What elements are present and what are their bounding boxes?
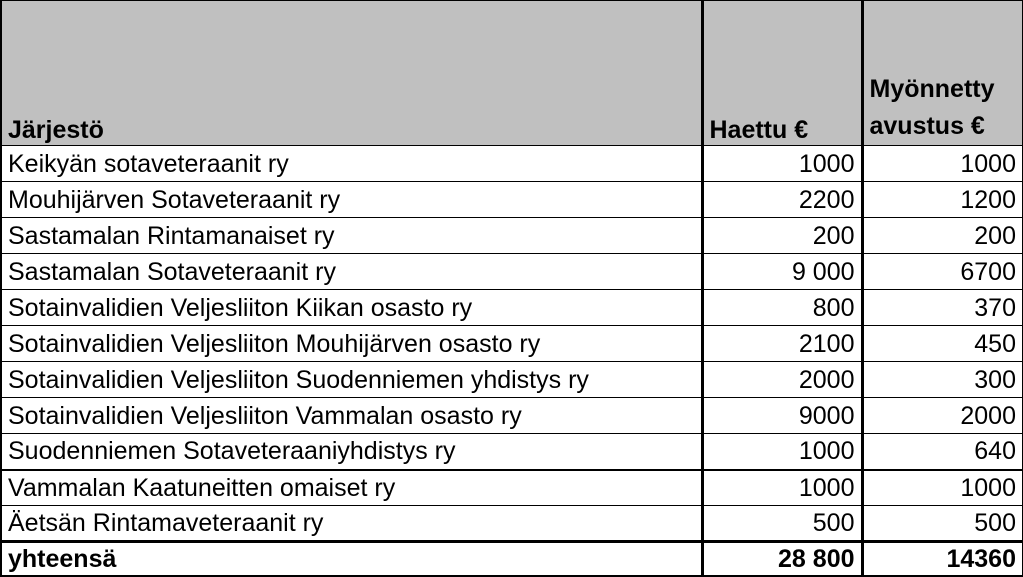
header-row: Järjestö Haettu € Myönnetty avustus € [0, 0, 1023, 146]
cell-granted[interactable]: 1000 [860, 145, 1023, 182]
cell-applied[interactable]: 1000 [701, 433, 863, 470]
cell-organization[interactable]: Sotainvalidien Veljesliiton Kiikan osast… [0, 289, 704, 326]
cell-applied[interactable]: 9000 [701, 397, 863, 434]
table-row: Mouhijärven Sotaveteraanit ry 2200 1200 [0, 181, 1023, 218]
cell-organization[interactable]: Sotainvalidien Veljesliiton Mouhijärven … [0, 325, 704, 362]
table-row: Sotainvalidien Veljesliiton Mouhijärven … [0, 325, 1023, 362]
table-row: Sastamalan Sotaveteraanit ry 9 000 6700 [0, 253, 1023, 290]
cell-granted[interactable]: 2000 [860, 397, 1023, 434]
cell-granted[interactable]: 6700 [860, 253, 1023, 290]
table-row: Sotainvalidien Veljesliiton Suodenniemen… [0, 361, 1023, 398]
table-row: Sastamalan Rintamanaiset ry 200 200 [0, 217, 1023, 254]
cell-applied[interactable]: 9 000 [701, 253, 863, 290]
cell-organization[interactable]: Sastamalan Sotaveteraanit ry [0, 253, 704, 290]
cell-granted[interactable]: 450 [860, 325, 1023, 362]
header-organization[interactable]: Järjestö [0, 0, 704, 146]
cell-organization[interactable]: Suodenniemen Sotaveteraaniyhdistys ry [0, 433, 704, 470]
table-row: Vammalan Kaatuneitten omaiset ry 1000 10… [0, 468, 1023, 506]
total-row: yhteensä 28 800 14360 [0, 540, 1023, 577]
cell-organization[interactable]: Mouhijärven Sotaveteraanit ry [0, 181, 704, 218]
table-row: Keikyän sotaveteraanit ry 1000 1000 [0, 145, 1023, 182]
cell-granted[interactable]: 200 [860, 217, 1023, 254]
cell-granted[interactable]: 1200 [860, 181, 1023, 218]
header-granted[interactable]: Myönnetty avustus € [860, 0, 1023, 146]
cell-organization[interactable]: Sotainvalidien Veljesliiton Suodenniemen… [0, 361, 704, 398]
cell-granted[interactable]: 1000 [860, 468, 1023, 506]
table-row: Sotainvalidien Veljesliiton Kiikan osast… [0, 289, 1023, 326]
table-row: Äetsän Rintamaveteraanit ry 500 500 [0, 505, 1023, 542]
cell-applied[interactable]: 2200 [701, 181, 863, 218]
table-row: Sotainvalidien Veljesliiton Vammalan osa… [0, 397, 1023, 434]
cell-granted[interactable]: 640 [860, 433, 1023, 470]
cell-granted[interactable]: 300 [860, 361, 1023, 398]
cell-applied[interactable]: 200 [701, 217, 863, 254]
cell-organization[interactable]: Sastamalan Rintamanaiset ry [0, 217, 704, 254]
total-applied[interactable]: 28 800 [701, 540, 863, 577]
total-granted[interactable]: 14360 [860, 540, 1023, 577]
cell-granted[interactable]: 500 [860, 505, 1023, 542]
cell-organization[interactable]: Vammalan Kaatuneitten omaiset ry [0, 468, 704, 506]
cell-granted[interactable]: 370 [860, 289, 1023, 326]
cell-applied[interactable]: 2000 [701, 361, 863, 398]
cell-applied[interactable]: 800 [701, 289, 863, 326]
header-applied[interactable]: Haettu € [701, 0, 863, 146]
cell-organization[interactable]: Keikyän sotaveteraanit ry [0, 145, 704, 182]
cell-applied[interactable]: 1000 [701, 145, 863, 182]
cell-organization[interactable]: Äetsän Rintamaveteraanit ry [0, 505, 704, 542]
total-label[interactable]: yhteensä [0, 540, 704, 577]
cell-applied[interactable]: 500 [701, 505, 863, 542]
table-row: Suodenniemen Sotaveteraaniyhdistys ry 10… [0, 433, 1023, 470]
cell-applied[interactable]: 1000 [701, 468, 863, 506]
cell-organization[interactable]: Sotainvalidien Veljesliiton Vammalan osa… [0, 397, 704, 434]
cell-applied[interactable]: 2100 [701, 325, 863, 362]
